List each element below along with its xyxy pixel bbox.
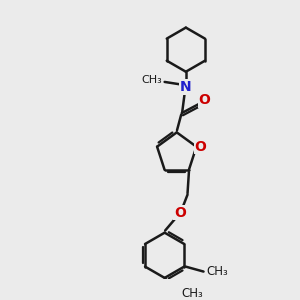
Text: CH₃: CH₃ [142,75,162,85]
Text: O: O [199,93,211,107]
Text: O: O [174,206,186,220]
Text: CH₃: CH₃ [206,265,228,278]
Text: N: N [180,80,192,94]
Text: CH₃: CH₃ [181,286,203,300]
Text: O: O [195,140,206,154]
